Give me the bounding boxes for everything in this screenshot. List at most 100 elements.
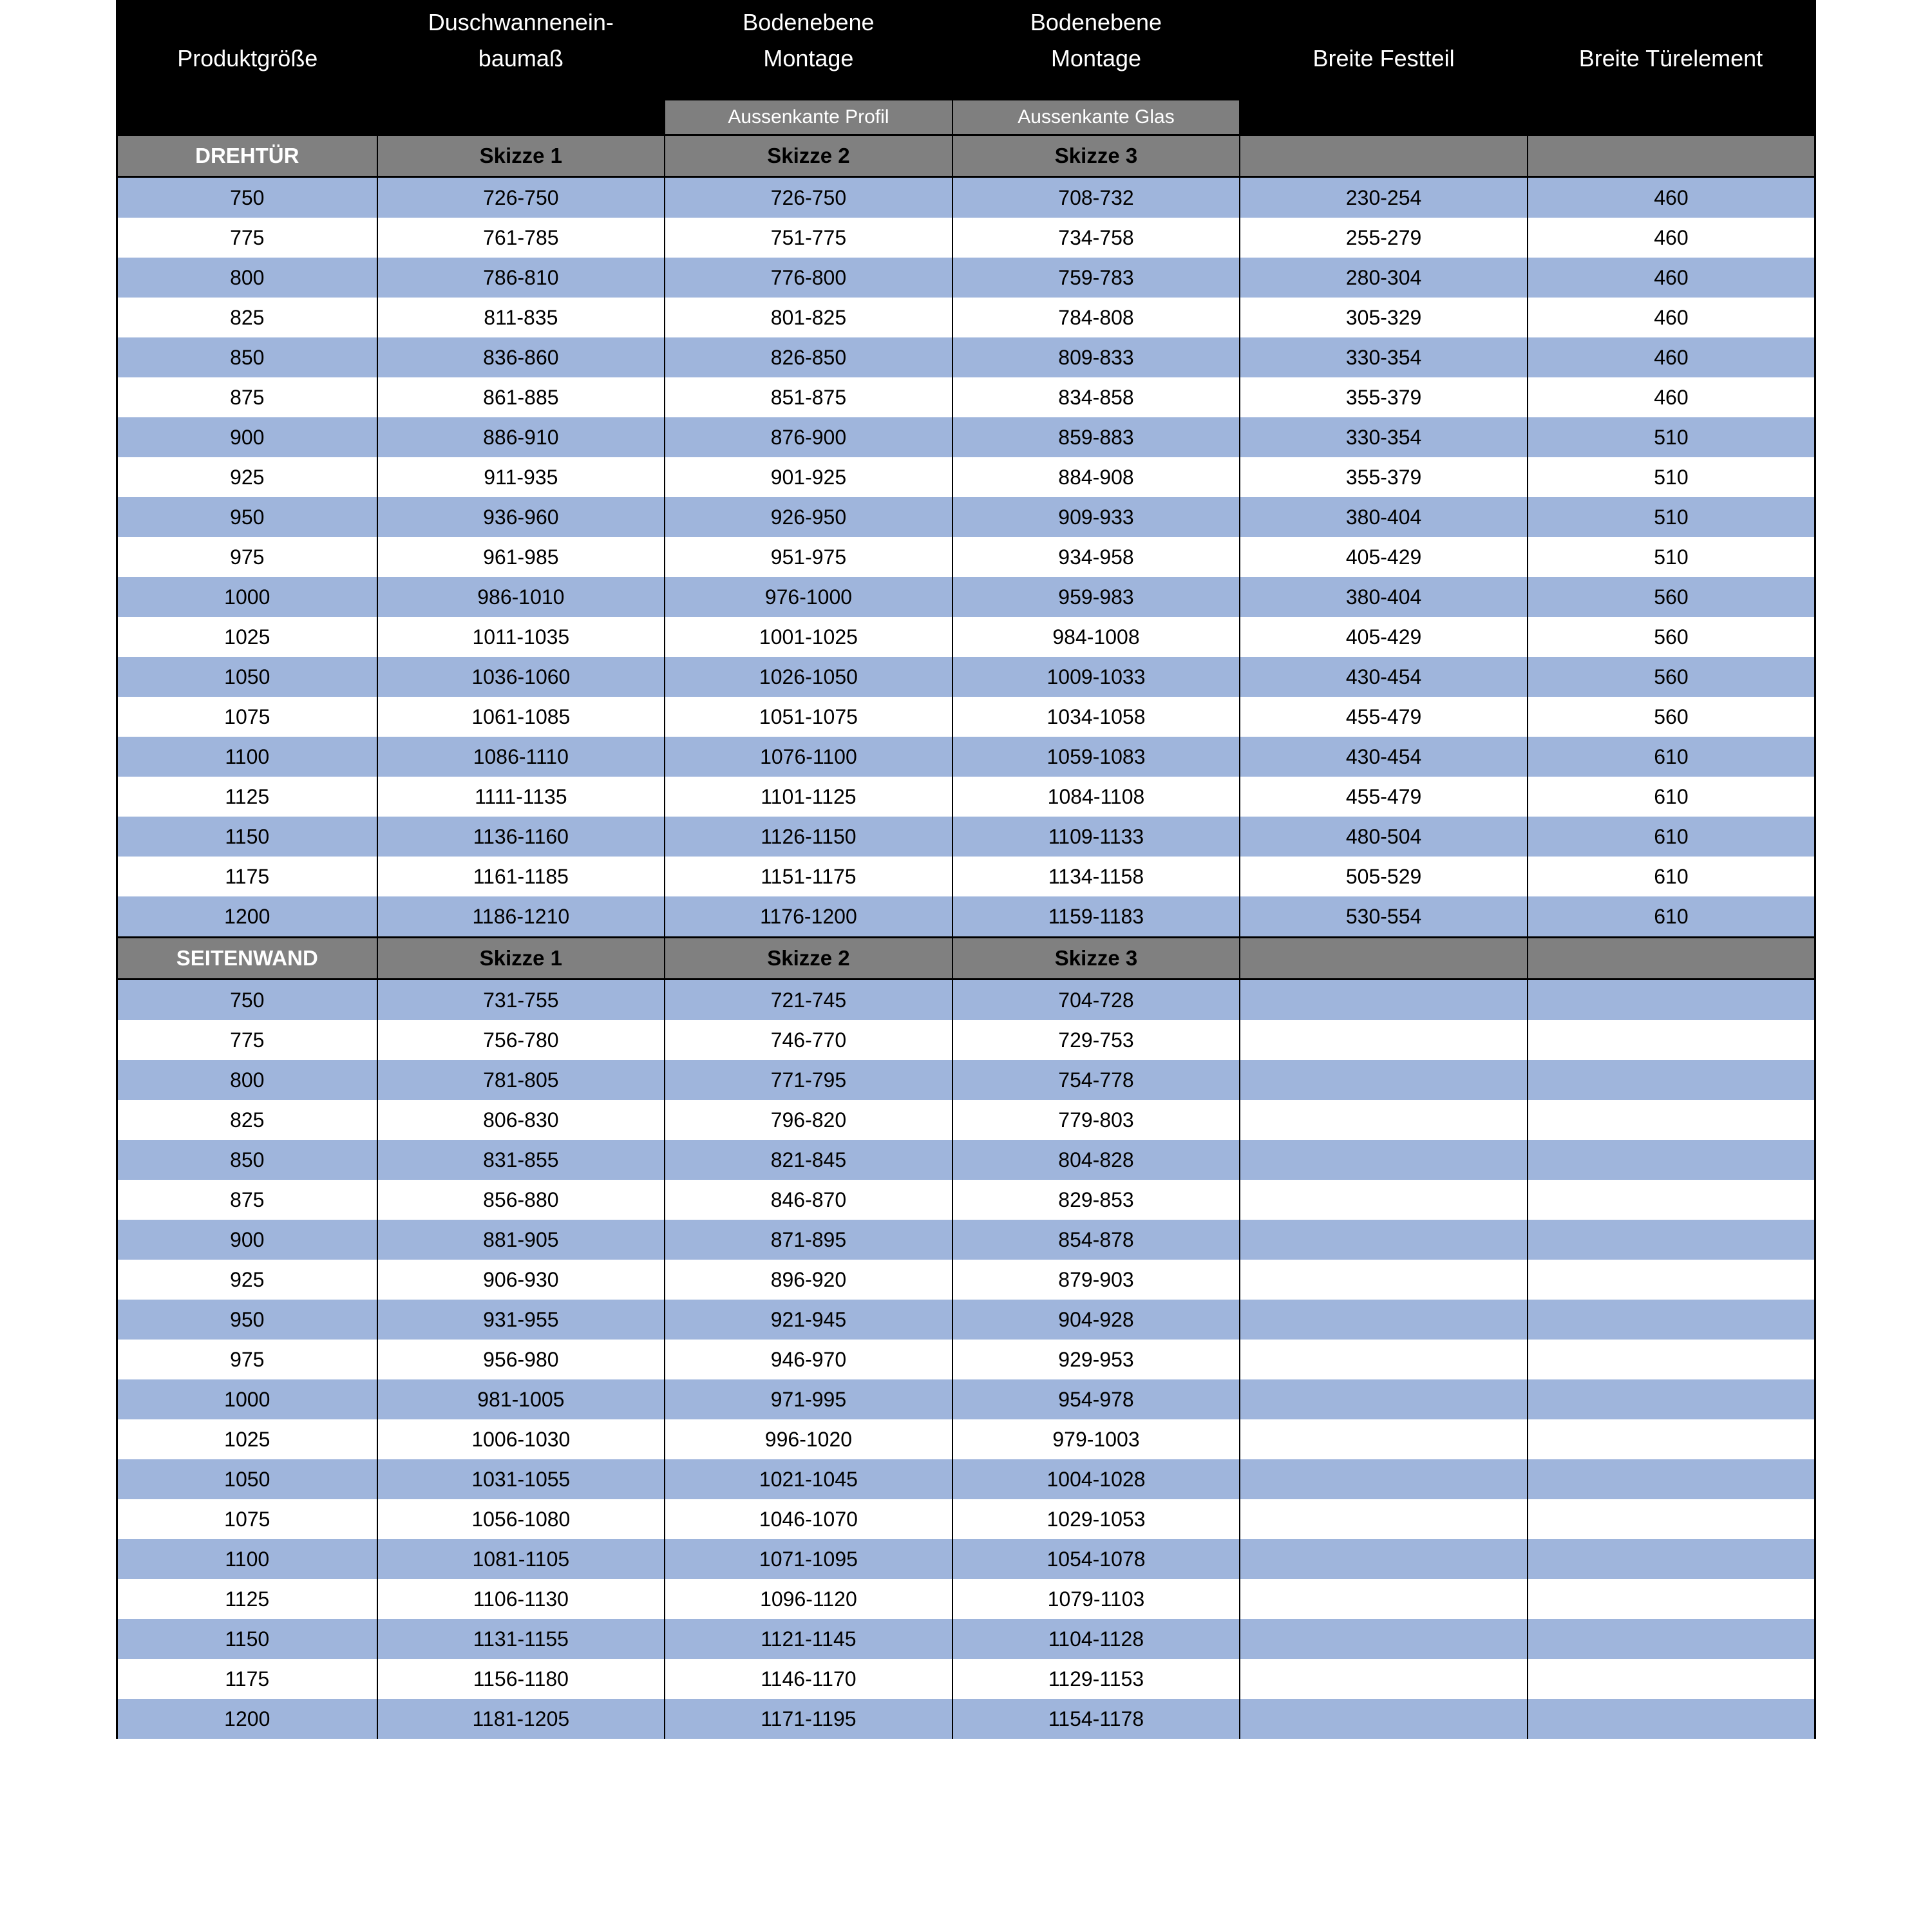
cell-s1-r15-c3: 1079-1103 (952, 1579, 1240, 1619)
cell-s0-r6-c2: 876-900 (665, 417, 952, 457)
cell-s1-r3-c2: 796-820 (665, 1100, 952, 1140)
cell-s0-r7-c5: 510 (1528, 457, 1815, 497)
cell-s0-r10-c0: 1000 (117, 577, 377, 617)
cell-s0-r4-c1: 836-860 (377, 337, 665, 377)
cell-s1-r3-c5 (1528, 1100, 1815, 1140)
cell-s1-r10-c3: 954-978 (952, 1379, 1240, 1419)
cell-s1-r15-c5 (1528, 1579, 1815, 1619)
cell-s0-r14-c2: 1076-1100 (665, 737, 952, 777)
cell-s1-r18-c1: 1181-1205 (377, 1699, 665, 1739)
cell-s0-r7-c1: 911-935 (377, 457, 665, 497)
cell-s0-r17-c2: 1151-1175 (665, 857, 952, 896)
cell-s1-r7-c5 (1528, 1260, 1815, 1300)
cell-s1-r13-c5 (1528, 1499, 1815, 1539)
cell-s1-r12-c4 (1240, 1459, 1528, 1499)
cell-s0-r8-c2: 926-950 (665, 497, 952, 537)
cell-s1-r14-c1: 1081-1105 (377, 1539, 665, 1579)
cell-s0-r8-c4: 380-404 (1240, 497, 1528, 537)
cell-s0-r2-c4: 280-304 (1240, 258, 1528, 298)
cell-s1-r12-c5 (1528, 1459, 1815, 1499)
subheader-aussenkante-glas: Aussenkante Glas (952, 100, 1240, 135)
cell-s0-r16-c5: 610 (1528, 817, 1815, 857)
table-row: 10751061-10851051-10751034-1058455-47956… (117, 697, 1815, 737)
cell-s0-r8-c1: 936-960 (377, 497, 665, 537)
cell-s0-r17-c3: 1134-1158 (952, 857, 1240, 896)
cell-s1-r16-c4 (1240, 1619, 1528, 1659)
table-row: 10501031-10551021-10451004-1028 (117, 1459, 1815, 1499)
subheader-empty-1 (377, 100, 665, 135)
cell-s0-r0-c2: 726-750 (665, 177, 952, 218)
cell-s0-r0-c1: 726-750 (377, 177, 665, 218)
cell-s1-r5-c3: 829-853 (952, 1180, 1240, 1220)
cell-s0-r7-c0: 925 (117, 457, 377, 497)
cell-s0-r14-c5: 610 (1528, 737, 1815, 777)
cell-s0-r1-c4: 255-279 (1240, 218, 1528, 258)
section-1-skizze-1: Skizze 2 (665, 938, 952, 980)
table-row: 11751161-11851151-11751134-1158505-52961… (117, 857, 1815, 896)
cell-s1-r6-c0: 900 (117, 1220, 377, 1260)
table-row: 11001086-11101076-11001059-1083430-45461… (117, 737, 1815, 777)
table-row: 11251106-11301096-11201079-1103 (117, 1579, 1815, 1619)
cell-s1-r14-c5 (1528, 1539, 1815, 1579)
cell-s1-r13-c0: 1075 (117, 1499, 377, 1539)
table-row: 800786-810776-800759-783280-304460 (117, 258, 1815, 298)
cell-s1-r9-c3: 929-953 (952, 1340, 1240, 1379)
cell-s0-r13-c4: 455-479 (1240, 697, 1528, 737)
cell-s1-r8-c2: 921-945 (665, 1300, 952, 1340)
cell-s1-r13-c1: 1056-1080 (377, 1499, 665, 1539)
cell-s1-r14-c0: 1100 (117, 1539, 377, 1579)
cell-s1-r9-c4 (1240, 1340, 1528, 1379)
cell-s0-r13-c0: 1075 (117, 697, 377, 737)
header-col-1-line2: baumaß (377, 45, 665, 100)
cell-s0-r15-c3: 1084-1108 (952, 777, 1240, 817)
cell-s0-r4-c3: 809-833 (952, 337, 1240, 377)
table-row: 900881-905871-895854-878 (117, 1220, 1815, 1260)
section-0-empty-0 (1240, 135, 1528, 177)
cell-s0-r1-c1: 761-785 (377, 218, 665, 258)
cell-s0-r12-c2: 1026-1050 (665, 657, 952, 697)
table-row: 11751156-11801146-11701129-1153 (117, 1659, 1815, 1699)
cell-s1-r3-c1: 806-830 (377, 1100, 665, 1140)
cell-s0-r9-c2: 951-975 (665, 537, 952, 577)
cell-s1-r15-c4 (1240, 1579, 1528, 1619)
cell-s1-r4-c4 (1240, 1140, 1528, 1180)
header-col-3-line1: Bodenebene (952, 0, 1240, 45)
header-col-2-line2: Montage (665, 45, 952, 100)
cell-s0-r14-c0: 1100 (117, 737, 377, 777)
cell-s0-r14-c1: 1086-1110 (377, 737, 665, 777)
cell-s1-r15-c0: 1125 (117, 1579, 377, 1619)
table-row: 12001186-12101176-12001159-1183530-55461… (117, 896, 1815, 938)
cell-s0-r18-c0: 1200 (117, 896, 377, 938)
table-row: 11501136-11601126-11501109-1133480-50461… (117, 817, 1815, 857)
cell-s0-r2-c3: 759-783 (952, 258, 1240, 298)
cell-s0-r12-c1: 1036-1060 (377, 657, 665, 697)
header-col-3-line2: Montage (952, 45, 1240, 100)
cell-s1-r17-c3: 1129-1153 (952, 1659, 1240, 1699)
cell-s1-r6-c2: 871-895 (665, 1220, 952, 1260)
cell-s0-r15-c2: 1101-1125 (665, 777, 952, 817)
cell-s0-r2-c5: 460 (1528, 258, 1815, 298)
cell-s0-r9-c3: 934-958 (952, 537, 1240, 577)
cell-s1-r2-c2: 771-795 (665, 1060, 952, 1100)
cell-s1-r14-c3: 1054-1078 (952, 1539, 1240, 1579)
table-row: 900886-910876-900859-883330-354510 (117, 417, 1815, 457)
section-0-skizze-0: Skizze 1 (377, 135, 665, 177)
section-0-empty-1 (1528, 135, 1815, 177)
cell-s1-r10-c0: 1000 (117, 1379, 377, 1419)
cell-s0-r7-c2: 901-925 (665, 457, 952, 497)
header-col-1-line1: Duschwannenein- (377, 0, 665, 45)
table-row: 11251111-11351101-11251084-1108455-47961… (117, 777, 1815, 817)
cell-s0-r15-c4: 455-479 (1240, 777, 1528, 817)
cell-s0-r1-c5: 460 (1528, 218, 1815, 258)
cell-s0-r10-c4: 380-404 (1240, 577, 1528, 617)
cell-s1-r2-c3: 754-778 (952, 1060, 1240, 1100)
cell-s1-r9-c1: 956-980 (377, 1340, 665, 1379)
cell-s0-r4-c5: 460 (1528, 337, 1815, 377)
table-row: 11501131-11551121-11451104-1128 (117, 1619, 1815, 1659)
table-row: 825811-835801-825784-808305-329460 (117, 298, 1815, 337)
cell-s1-r4-c5 (1528, 1140, 1815, 1180)
cell-s0-r10-c3: 959-983 (952, 577, 1240, 617)
cell-s0-r11-c2: 1001-1025 (665, 617, 952, 657)
subheader-empty-0 (117, 100, 377, 135)
cell-s0-r13-c2: 1051-1075 (665, 697, 952, 737)
